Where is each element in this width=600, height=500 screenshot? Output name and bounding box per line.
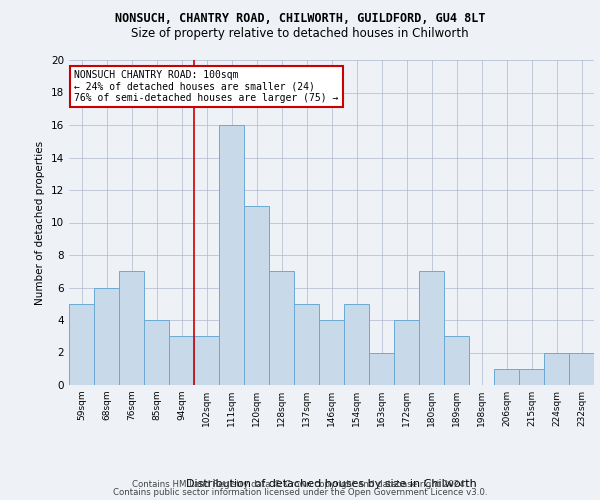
Bar bbox=[194, 336, 219, 385]
Bar bbox=[319, 320, 344, 385]
Y-axis label: Number of detached properties: Number of detached properties bbox=[35, 140, 46, 304]
Bar bbox=[394, 320, 419, 385]
Bar bbox=[144, 320, 169, 385]
Bar bbox=[369, 352, 394, 385]
X-axis label: Distribution of detached houses by size in Chilworth: Distribution of detached houses by size … bbox=[186, 479, 477, 489]
Bar bbox=[494, 369, 519, 385]
Bar bbox=[69, 304, 94, 385]
Text: Contains public sector information licensed under the Open Government Licence v3: Contains public sector information licen… bbox=[113, 488, 487, 497]
Bar bbox=[219, 125, 244, 385]
Bar bbox=[294, 304, 319, 385]
Bar bbox=[344, 304, 369, 385]
Text: NONSUCH, CHANTRY ROAD, CHILWORTH, GUILDFORD, GU4 8LT: NONSUCH, CHANTRY ROAD, CHILWORTH, GUILDF… bbox=[115, 12, 485, 26]
Bar bbox=[569, 352, 594, 385]
Bar bbox=[94, 288, 119, 385]
Bar bbox=[419, 271, 444, 385]
Text: NONSUCH CHANTRY ROAD: 100sqm
← 24% of detached houses are smaller (24)
76% of se: NONSUCH CHANTRY ROAD: 100sqm ← 24% of de… bbox=[74, 70, 338, 103]
Bar bbox=[169, 336, 194, 385]
Bar bbox=[519, 369, 544, 385]
Bar bbox=[244, 206, 269, 385]
Text: Contains HM Land Registry data © Crown copyright and database right 2024.: Contains HM Land Registry data © Crown c… bbox=[132, 480, 468, 489]
Bar bbox=[119, 271, 144, 385]
Bar bbox=[444, 336, 469, 385]
Bar bbox=[544, 352, 569, 385]
Text: Size of property relative to detached houses in Chilworth: Size of property relative to detached ho… bbox=[131, 28, 469, 40]
Bar bbox=[269, 271, 294, 385]
